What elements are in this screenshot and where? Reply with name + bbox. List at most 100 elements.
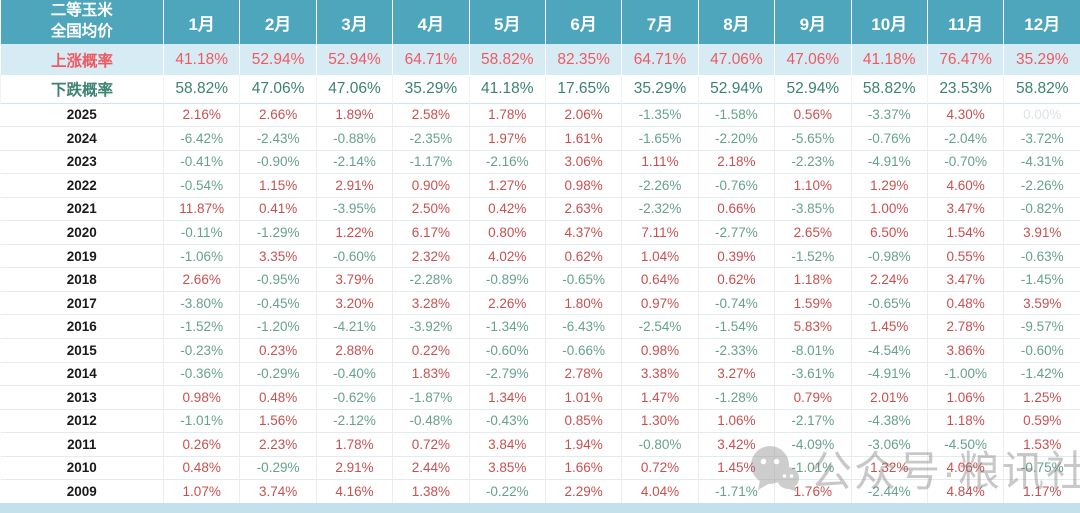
change-value: -3.72% bbox=[1003, 126, 1080, 151]
change-value: -0.60% bbox=[468, 338, 546, 363]
change-value: 1.78% bbox=[315, 432, 393, 457]
change-value: -1.45% bbox=[1003, 267, 1080, 292]
change-value: 3.06% bbox=[544, 150, 622, 174]
change-value: -2.54% bbox=[621, 314, 699, 339]
change-value: 2.91% bbox=[315, 173, 393, 198]
month-header: 3月 bbox=[315, 0, 393, 44]
change-value: 0.48% bbox=[162, 456, 240, 480]
change-value: 4.06% bbox=[926, 456, 1004, 480]
change-value: -6.42% bbox=[162, 126, 240, 151]
fall-probability-label: 下跌概率 bbox=[0, 75, 164, 103]
change-value: -0.62% bbox=[315, 385, 393, 410]
change-value: -2.23% bbox=[774, 150, 852, 174]
month-header: 9月 bbox=[774, 0, 852, 44]
change-value: -2.35% bbox=[392, 126, 470, 151]
change-value: 1.80% bbox=[544, 291, 622, 315]
change-value: 0.80% bbox=[468, 220, 546, 245]
change-value: 1.27% bbox=[468, 173, 546, 198]
change-value: -1.01% bbox=[774, 456, 852, 480]
change-value: -1.54% bbox=[697, 314, 775, 339]
change-value: -0.76% bbox=[850, 126, 928, 151]
change-value: 2.24% bbox=[850, 267, 928, 292]
change-value: 0.26% bbox=[162, 432, 240, 457]
change-value: -2.12% bbox=[315, 409, 393, 433]
change-value: 0.41% bbox=[239, 197, 317, 221]
change-value: -1.65% bbox=[621, 126, 699, 151]
year-row: 2013 0.98% 0.48% -0.62% -1.87% 1.34% 1.01% 1.47… bbox=[0, 385, 1080, 410]
change-value: -2.43% bbox=[239, 126, 317, 151]
change-value: 0.72% bbox=[621, 456, 699, 480]
change-value: -1.29% bbox=[239, 220, 317, 245]
change-value: -1.71% bbox=[697, 479, 775, 504]
year-row: 2020 -0.11% -1.29% 1.22% 6.17% 0.80% 4.37% 7.11… bbox=[0, 220, 1080, 245]
change-value: -4.21% bbox=[315, 314, 393, 339]
change-value: 0.97% bbox=[621, 291, 699, 315]
change-value: 2.23% bbox=[239, 432, 317, 457]
change-value: 2.18% bbox=[697, 150, 775, 174]
year-row: 2015 -0.23% 0.23% 2.88% 0.22% -0.60% -0.66% 0.9… bbox=[0, 338, 1080, 363]
change-value: -4.91% bbox=[850, 150, 928, 174]
change-value: -2.26% bbox=[621, 173, 699, 198]
change-value: -0.63% bbox=[1003, 244, 1080, 268]
change-value: 1.38% bbox=[392, 479, 470, 504]
year-label: 2019 bbox=[66, 248, 97, 264]
month-header: 7月 bbox=[621, 0, 699, 44]
change-value: -3.61% bbox=[774, 362, 852, 386]
fall-probability-value: 58.82% bbox=[1003, 75, 1080, 103]
year-row: 2019 -1.06% 3.35% -0.60% 2.32% 4.02% 0.62% 1.04… bbox=[0, 244, 1080, 268]
change-value: -4.09% bbox=[774, 432, 852, 457]
fall-probability-value: 58.82% bbox=[162, 75, 240, 103]
year-row: 2024 -6.42% -2.43% -0.88% -2.35% 1.97% 1.61% -1… bbox=[0, 126, 1080, 151]
change-value: 1.78% bbox=[468, 103, 546, 127]
change-value: -3.95% bbox=[315, 197, 393, 221]
rise-probability-value: 41.18% bbox=[162, 44, 240, 75]
change-value: -4.54% bbox=[850, 338, 928, 363]
change-value: -0.80% bbox=[621, 432, 699, 457]
change-value: 2.16% bbox=[162, 103, 240, 127]
change-value: -3.80% bbox=[162, 291, 240, 315]
month-header: 11月 bbox=[926, 0, 1004, 44]
month-header: 5月 bbox=[468, 0, 546, 44]
change-value: -0.89% bbox=[468, 267, 546, 292]
change-value: 4.16% bbox=[315, 479, 393, 504]
fall-probability-value: 47.06% bbox=[239, 75, 317, 103]
change-value: -0.98% bbox=[850, 244, 928, 268]
change-value: -8.01% bbox=[774, 338, 852, 363]
rise-probability-value: 35.29% bbox=[1003, 44, 1080, 75]
change-value: 1.53% bbox=[1003, 432, 1080, 457]
month-header: 6月 bbox=[544, 0, 622, 44]
year-row: 2023 -0.41% -0.90% -2.14% -1.17% -2.16% 3.06% 1… bbox=[0, 150, 1080, 174]
change-value: -1.35% bbox=[621, 103, 699, 127]
change-value: 1.32% bbox=[850, 456, 928, 480]
change-value: 7.11% bbox=[621, 220, 699, 245]
fall-probability-value: 47.06% bbox=[315, 75, 393, 103]
change-value: -1.52% bbox=[162, 314, 240, 339]
fall-probability-value: 52.94% bbox=[697, 75, 775, 103]
change-value: 6.17% bbox=[392, 220, 470, 245]
change-value: 1.76% bbox=[774, 479, 852, 504]
change-value: -0.65% bbox=[544, 267, 622, 292]
change-value: 1.15% bbox=[239, 173, 317, 198]
change-value: 1.25% bbox=[1003, 385, 1080, 410]
change-value: 1.66% bbox=[544, 456, 622, 480]
change-value: -0.23% bbox=[162, 338, 240, 363]
rise-probability-value: 64.71% bbox=[392, 44, 470, 75]
change-value: -0.36% bbox=[162, 362, 240, 386]
rise-probability-value: 41.18% bbox=[850, 44, 928, 75]
change-value: -3.85% bbox=[774, 197, 852, 221]
year-row: 2021 11.87% 0.41% -3.95% 2.50% 0.42% 2.63% -2.3… bbox=[0, 197, 1080, 221]
change-value: 0.72% bbox=[392, 432, 470, 457]
change-value: -1.42% bbox=[1003, 362, 1080, 386]
change-value: 0.55% bbox=[926, 244, 1004, 268]
change-value: 1.11% bbox=[621, 150, 699, 174]
change-value: 1.00% bbox=[850, 197, 928, 221]
year-row: 2014 -0.36% -0.29% -0.40% 1.83% -2.79% 2.78% 3.… bbox=[0, 362, 1080, 386]
change-value: 2.78% bbox=[926, 314, 1004, 339]
change-value: 0.85% bbox=[544, 409, 622, 433]
fall-probability-value: 41.18% bbox=[468, 75, 546, 103]
change-value: 2.44% bbox=[392, 456, 470, 480]
fall-probability-value: 52.94% bbox=[774, 75, 852, 103]
change-value: -0.29% bbox=[239, 362, 317, 386]
year-label: 2018 bbox=[66, 272, 97, 288]
